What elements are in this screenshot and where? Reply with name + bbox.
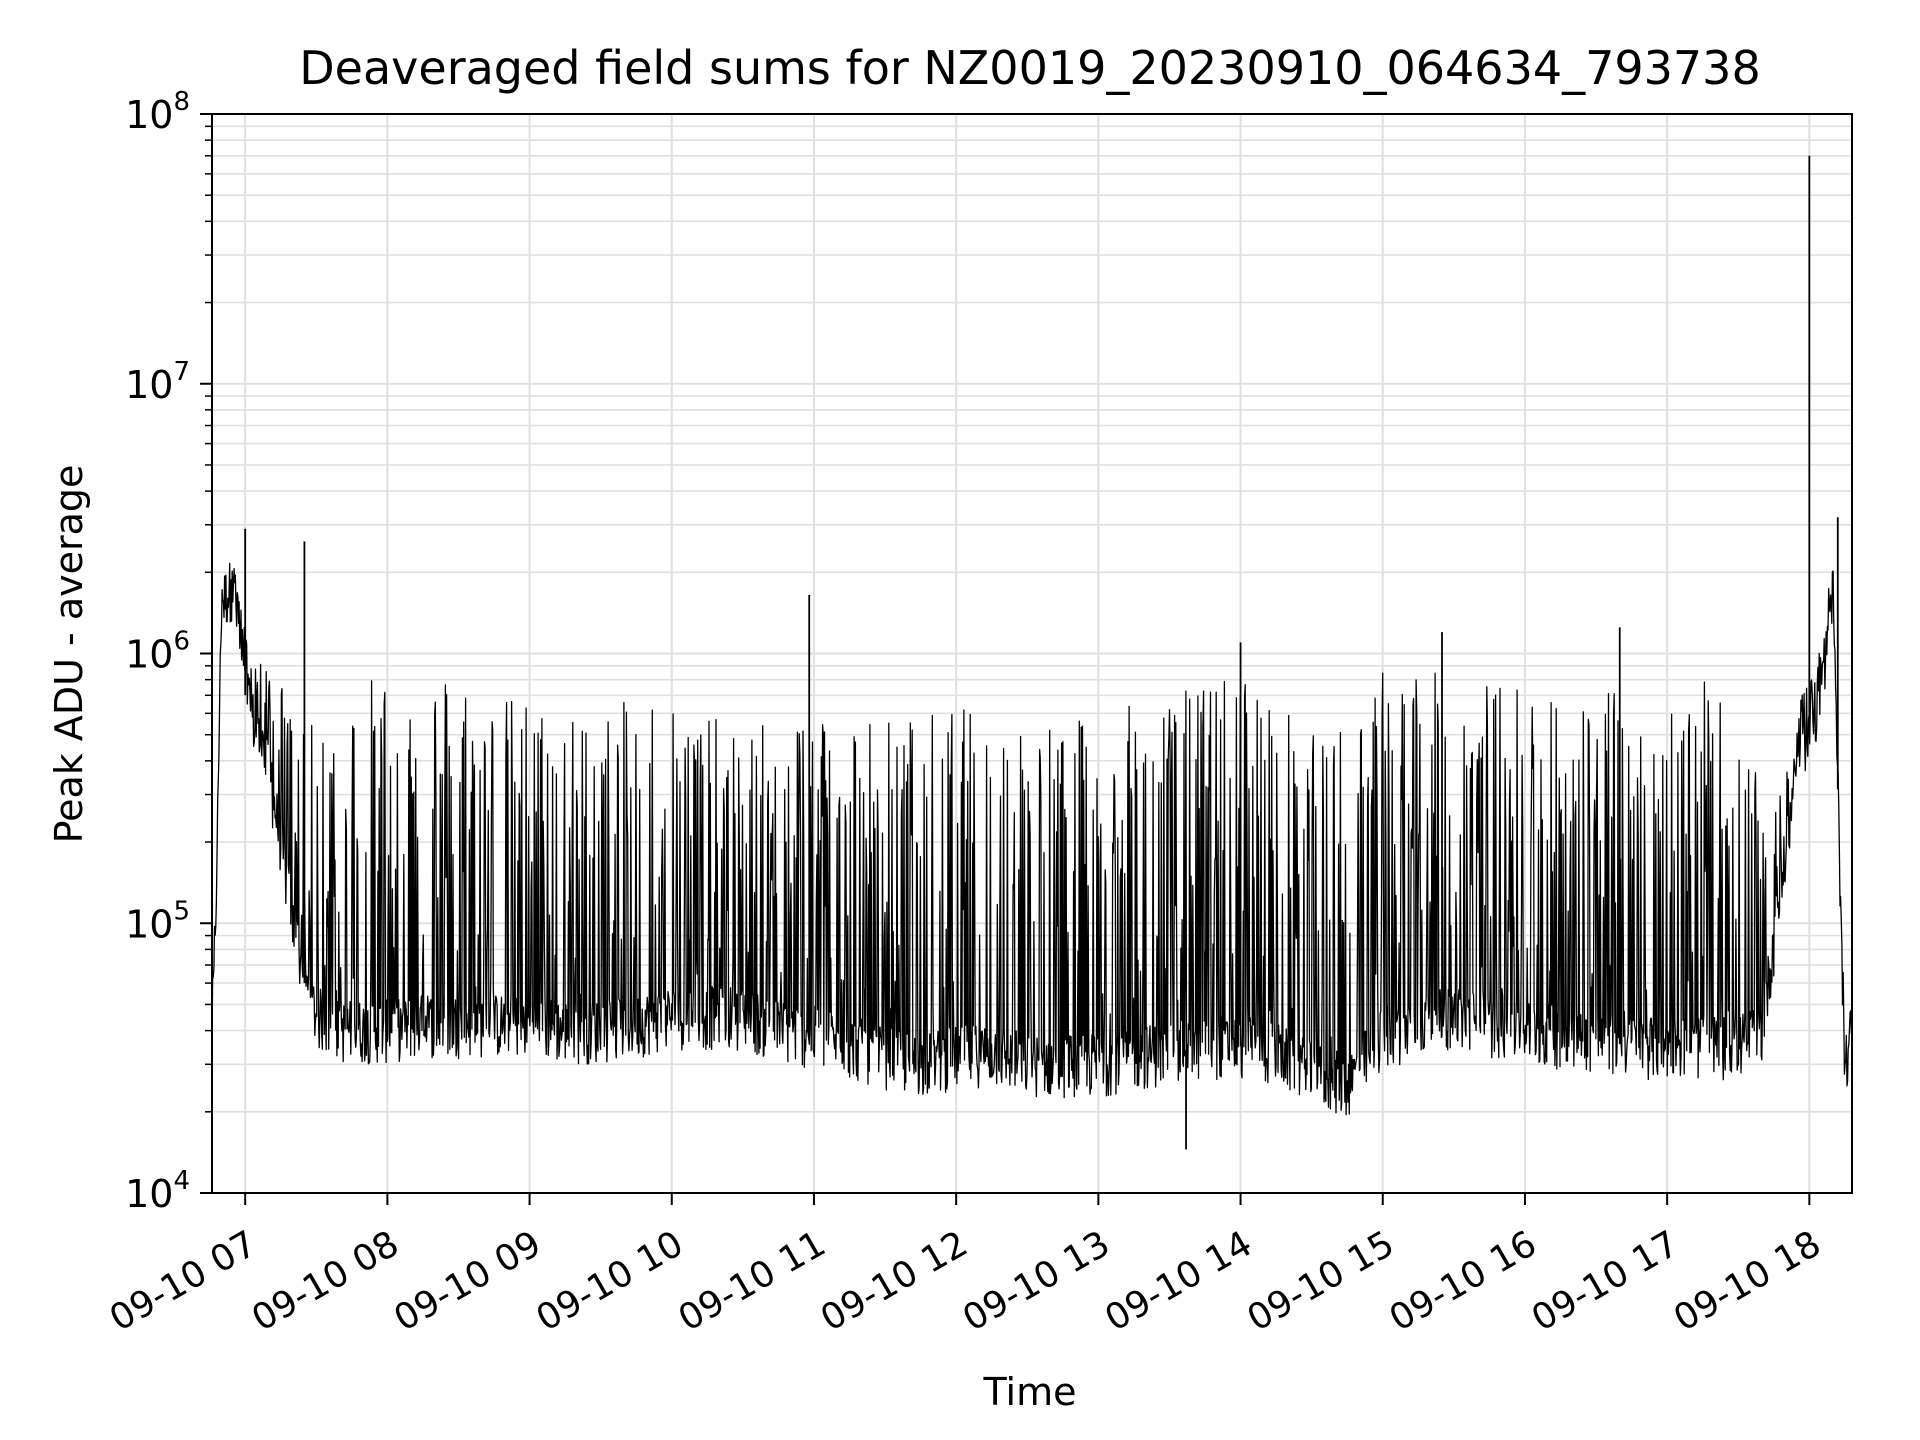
y-tick-label: 107 xyxy=(125,357,190,407)
y-tick-label: 106 xyxy=(125,627,190,677)
chart-title: Deaveraged field sums for NZ0019_2023091… xyxy=(299,41,1760,95)
y-tick-layer: 104 105 106 107 108 xyxy=(125,87,212,1216)
series-layer xyxy=(211,155,1853,1150)
y-tick-label: 105 xyxy=(125,896,190,946)
x-axis-label: Time xyxy=(983,1370,1077,1414)
y-tick-label: 108 xyxy=(125,87,190,137)
y-axis-label: Peak ADU - average xyxy=(47,465,91,844)
series-line xyxy=(211,562,1853,1116)
y-tick-label: 104 xyxy=(125,1166,190,1216)
